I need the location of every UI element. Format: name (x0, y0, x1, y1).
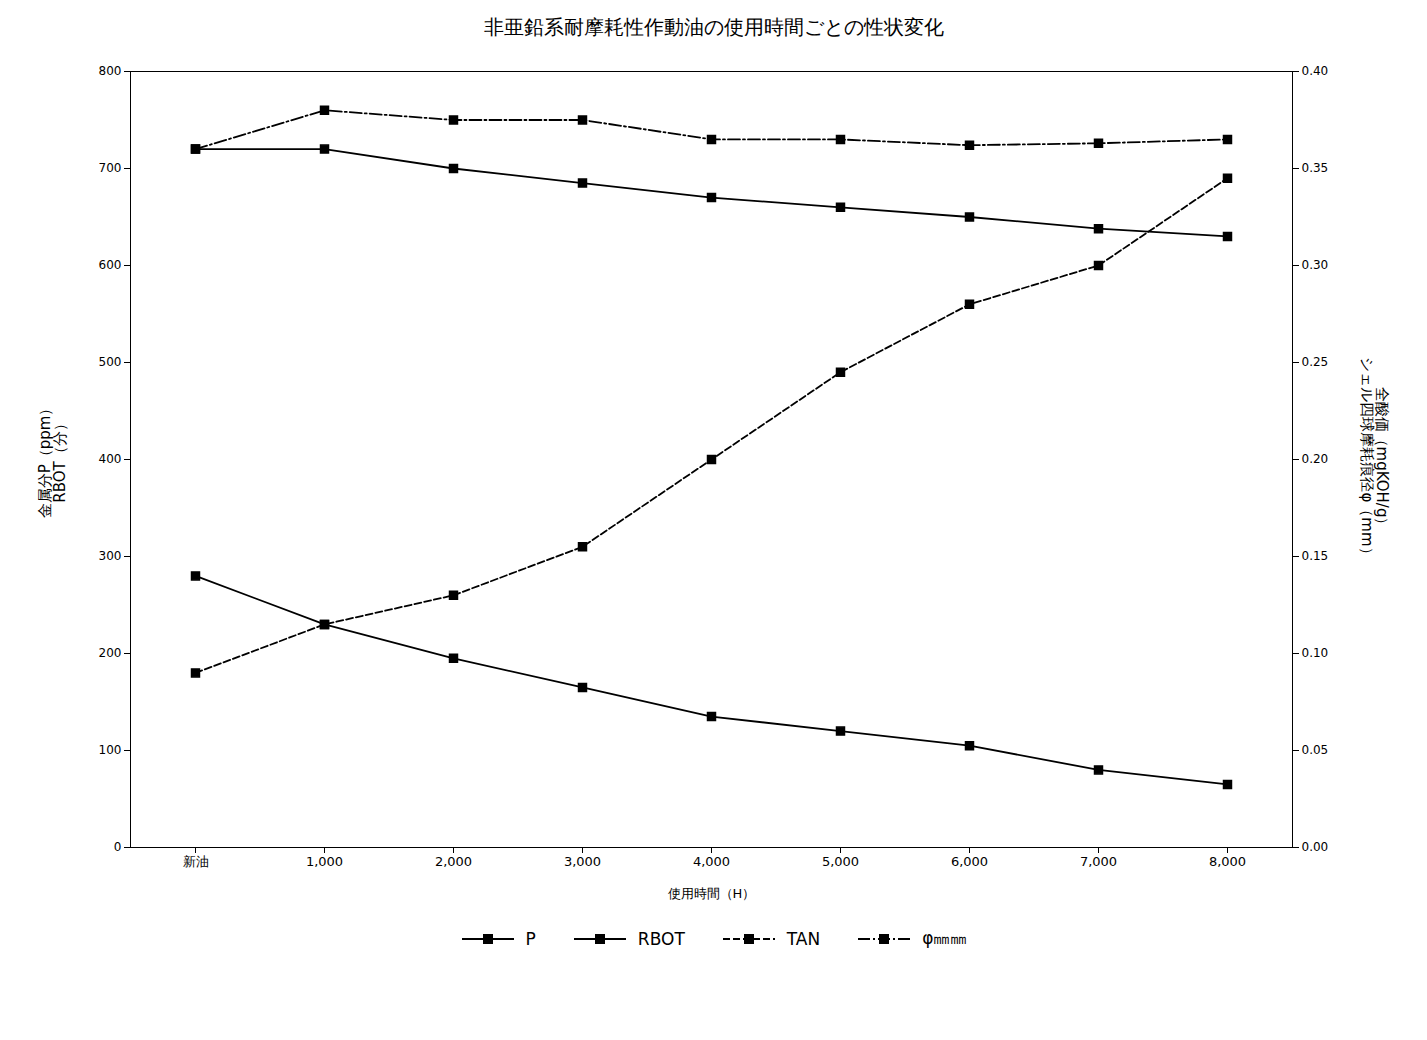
svg-text:0.25: 0.25 (1302, 355, 1329, 369)
svg-text:4,000: 4,000 (693, 854, 730, 869)
html-text:P: P (525, 928, 536, 949)
html-text:非亜鉛系耐摩耗性作動油の使用時間ごとの性状変化: 非亜鉛系耐摩耗性作動油の使用時間ごとの性状変化 (483, 15, 944, 39)
svg-text:7,000: 7,000 (1080, 854, 1117, 869)
svg-text:6,000: 6,000 (951, 854, 988, 869)
svg-text:5,000: 5,000 (822, 854, 859, 869)
svg-text:500: 500 (99, 355, 122, 369)
svg-text:0: 0 (114, 840, 122, 854)
svg-text:2,000: 2,000 (435, 854, 472, 869)
svg-text:金属分P（ppm）RBOT（分）: 金属分P（ppm）RBOT（分） (36, 401, 69, 519)
html-text:RBOT: RBOT (637, 928, 685, 949)
svg-text:新油: 新油 (183, 854, 209, 869)
svg-text:600: 600 (99, 258, 122, 272)
html-text:TAN: TAN (786, 928, 821, 949)
svg-text:800: 800 (99, 64, 122, 78)
svg-text:0.15: 0.15 (1302, 549, 1329, 563)
svg-text:3,000: 3,000 (564, 854, 601, 869)
svg-text:0.10: 0.10 (1302, 646, 1329, 660)
svg-text:0.00: 0.00 (1302, 840, 1329, 854)
svg-text:700: 700 (99, 161, 122, 175)
svg-text:全酸価（mgKOH/g）シェル四球摩耗痕径φ（mm）: 全酸価（mgKOH/g）シェル四球摩耗痕径φ（mm） (1358, 357, 1391, 561)
svg-text:0.30: 0.30 (1302, 258, 1329, 272)
svg-text:100: 100 (99, 743, 122, 757)
svg-text:200: 200 (99, 646, 122, 660)
svg-text:400: 400 (99, 452, 122, 466)
svg-text:1,000: 1,000 (306, 854, 343, 869)
svg-text:0.05: 0.05 (1302, 743, 1329, 757)
html-text:φ㎜㎜: φ㎜㎜ (922, 928, 968, 948)
svg-text:300: 300 (99, 549, 122, 563)
svg-text:0.40: 0.40 (1302, 64, 1329, 78)
svg-text:8,000: 8,000 (1209, 854, 1246, 869)
svg-text:0.20: 0.20 (1302, 452, 1329, 466)
svg-text:使用時間（H）: 使用時間（H） (668, 886, 756, 901)
svg-text:0.35: 0.35 (1302, 161, 1329, 175)
